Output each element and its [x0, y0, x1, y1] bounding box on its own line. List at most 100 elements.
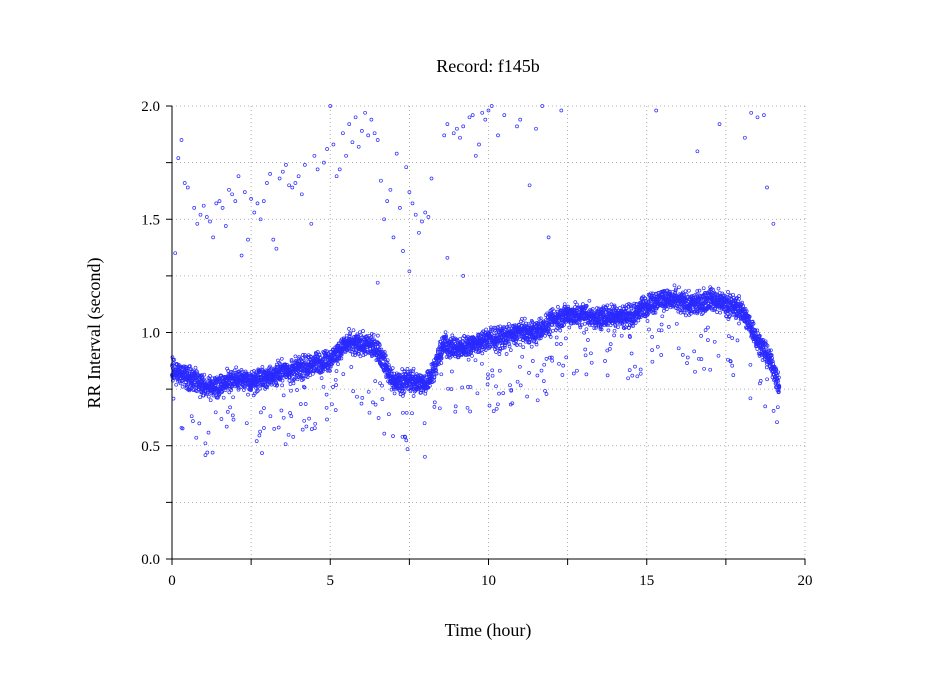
data-point: [426, 215, 431, 219]
data-point: [552, 309, 556, 314]
data-point: [601, 304, 606, 309]
data-point: [251, 393, 256, 398]
data-point: [424, 375, 429, 379]
data-point: [375, 138, 380, 142]
data-point: [504, 352, 509, 356]
data-point: [544, 357, 549, 361]
y-tick-label: 0.0: [141, 552, 160, 568]
data-point: [351, 389, 356, 394]
data-point: [239, 253, 244, 258]
data-point: [410, 411, 414, 416]
data-point: [763, 404, 768, 409]
data-point: [452, 337, 457, 342]
data-point: [302, 418, 307, 423]
data-point: [558, 328, 563, 333]
data-point: [291, 381, 296, 386]
data-point: [348, 330, 352, 335]
data-point: [444, 334, 449, 338]
data-point: [494, 406, 499, 411]
data-point: [313, 369, 318, 374]
data-point: [265, 181, 269, 185]
data-point: [360, 129, 364, 133]
data-point: [422, 421, 427, 426]
data-point: [265, 383, 270, 387]
data-point: [410, 201, 415, 206]
data-point: [625, 322, 629, 327]
data-point: [244, 421, 249, 426]
data-point: [635, 374, 640, 379]
data-point: [477, 347, 482, 352]
data-point: [578, 325, 583, 330]
data-point: [198, 383, 203, 388]
data-point: [172, 358, 177, 362]
data-point: [494, 350, 498, 354]
data-point: [527, 183, 532, 188]
data-point: [559, 108, 564, 113]
data-point: [445, 122, 450, 126]
data-point: [692, 349, 697, 354]
data-point: [291, 435, 296, 439]
data-point: [629, 351, 634, 356]
data-point: [243, 385, 247, 390]
data-point: [605, 348, 610, 353]
data-point: [633, 364, 637, 369]
data-point: [363, 349, 368, 354]
data-point: [695, 149, 700, 154]
data-point: [334, 369, 339, 373]
data-point: [344, 153, 348, 158]
data-point: [413, 212, 418, 217]
data-point: [331, 385, 335, 389]
data-point: [730, 336, 735, 340]
data-point: [450, 369, 454, 374]
data-point: [494, 384, 498, 389]
x-axis-label: Time (hour): [445, 620, 532, 641]
data-point: [229, 388, 234, 392]
data-point: [258, 386, 262, 391]
data-point: [411, 369, 416, 374]
data-point: [557, 361, 561, 366]
data-point: [599, 327, 604, 332]
data-point: [277, 176, 282, 181]
data-point: [309, 221, 314, 226]
data-point: [473, 358, 478, 363]
data-point: [233, 199, 238, 203]
data-point: [213, 410, 218, 415]
data-point: [466, 357, 471, 362]
data-point: [706, 325, 710, 330]
data-point: [324, 405, 329, 410]
data-point: [542, 362, 547, 367]
data-point: [205, 392, 209, 397]
data-point: [605, 323, 610, 328]
data-point: [402, 386, 406, 391]
data-point: [489, 327, 493, 332]
data-point: [432, 405, 437, 409]
data-point: [674, 321, 679, 326]
data-point: [331, 142, 336, 147]
data-point: [683, 289, 688, 294]
data-point: [391, 434, 395, 438]
data-point: [726, 334, 731, 338]
data-point: [550, 322, 555, 327]
data-point: [423, 454, 427, 459]
data-point: [518, 364, 522, 369]
data-point: [581, 302, 585, 306]
data-point: [373, 402, 378, 407]
data-point: [353, 115, 358, 120]
data-point: [356, 144, 361, 149]
data-point: [506, 339, 511, 344]
data-point: [468, 409, 472, 414]
data-point: [281, 393, 286, 398]
data-point: [366, 133, 371, 138]
x-tick-label: 20: [798, 573, 813, 589]
data-point: [507, 337, 512, 342]
data-point: [575, 302, 579, 307]
data-point: [230, 192, 234, 197]
data-point: [547, 326, 551, 331]
data-point: [334, 174, 339, 179]
data-point: [303, 356, 308, 361]
data-point: [544, 392, 549, 396]
data-point: [303, 354, 307, 359]
data-point: [339, 352, 344, 357]
data-point: [301, 353, 305, 357]
data-point: [255, 201, 260, 206]
